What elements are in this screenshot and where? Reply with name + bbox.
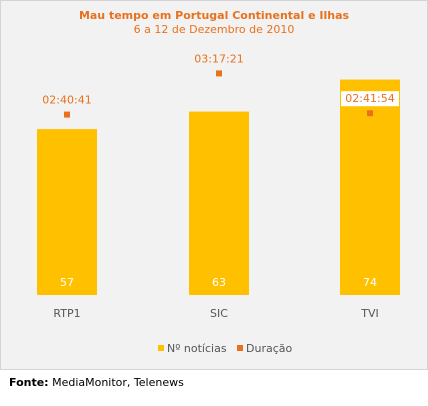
chart-title: Mau tempo em Portugal Continental e Ilha… [79, 9, 350, 22]
legend-swatch-duracao [237, 345, 243, 351]
duration-point-sic [216, 70, 222, 77]
duration-point-rtp1 [64, 111, 70, 118]
bar-value-label: 63 [212, 276, 226, 289]
legend-swatch-noticias [158, 345, 164, 351]
duration-points-layer [64, 70, 399, 118]
bars-layer [37, 79, 400, 295]
bar-value-label: 74 [363, 276, 377, 289]
chart-area: Mau tempo em Portugal Continental e Ilha… [0, 0, 428, 370]
labels-layer: 57 RTP1 02:40:41 63 SIC 03:17:21 74 TVI 02:41:54 [42, 52, 394, 320]
legend-label-duracao: Duração [246, 342, 292, 355]
bar-rtp1 [37, 129, 97, 295]
source-note: Fonte: MediaMonitor, Telenews [9, 376, 184, 389]
chart-subtitle: 6 a 12 de Dezembro de 2010 [134, 23, 295, 36]
legend-label-noticias: Nº notícias [167, 342, 227, 355]
source-label: Fonte: [9, 376, 49, 389]
bar-sic [189, 111, 249, 295]
category-label: RTP1 [53, 307, 80, 320]
category-label: TVI [360, 307, 379, 320]
duration-label: 03:17:21 [194, 52, 243, 65]
legend: Nº notícias Duração [158, 342, 292, 355]
bar-value-label: 57 [60, 276, 74, 289]
chart-svg: Mau tempo em Portugal Continental e Ilha… [37, 9, 400, 355]
duration-label: 02:41:54 [345, 92, 394, 105]
duration-label-background [341, 91, 399, 107]
category-label: SIC [210, 307, 228, 320]
source-text: MediaMonitor, Telenews [52, 376, 184, 389]
duration-label: 02:40:41 [42, 94, 91, 107]
duration-point-tvi [367, 110, 373, 117]
